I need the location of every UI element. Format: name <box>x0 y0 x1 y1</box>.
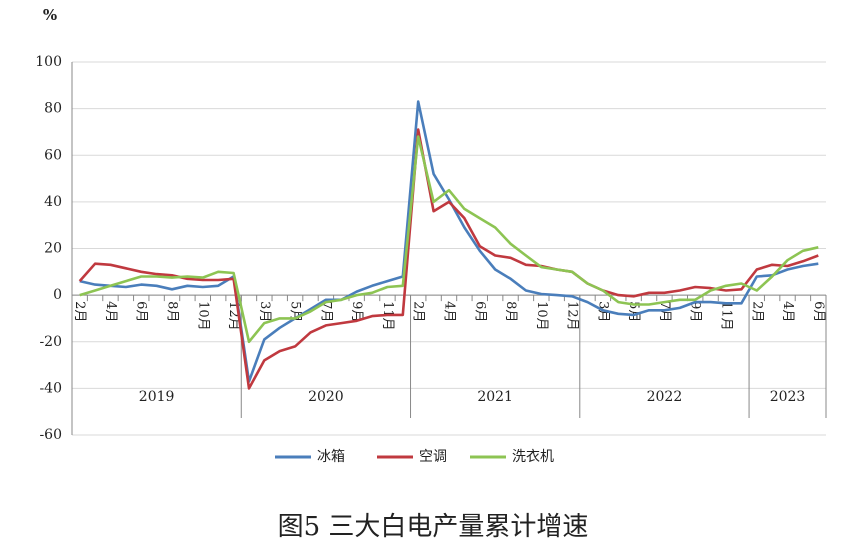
y-tick-label: 0 <box>53 287 62 303</box>
group-label: 2020 <box>308 389 344 405</box>
x-tick-label: 3月 <box>595 301 610 322</box>
y-tick-label: -20 <box>39 334 62 350</box>
x-tick-label: 6月 <box>472 301 487 322</box>
legend-label: 冰箱 <box>317 449 345 465</box>
x-tick-label: 2月 <box>72 301 87 322</box>
x-tick-label: 10月 <box>195 301 210 331</box>
y-tick-label: 40 <box>44 194 62 210</box>
group-label: 2021 <box>477 389 513 405</box>
x-tick-label: 7月 <box>318 301 333 322</box>
x-tick-label: 6月 <box>134 301 149 322</box>
x-tick-label: 2月 <box>749 301 764 322</box>
y-unit: % <box>43 6 57 24</box>
x-tick-label: 8月 <box>165 301 180 322</box>
x-tick-label: 4月 <box>442 301 457 322</box>
line-series <box>78 128 819 390</box>
x-tick-label: 4月 <box>780 301 795 322</box>
x-tick-label: 4月 <box>103 301 118 322</box>
x-tick-label: 5月 <box>626 301 641 322</box>
y-tick-label: -40 <box>39 380 62 396</box>
y-tick-label: 60 <box>44 147 62 163</box>
x-tick-label: 6月 <box>811 301 826 322</box>
chart-title: 图5 三大白电产量累计增速 <box>278 512 589 542</box>
line-series <box>79 135 819 344</box>
x-tick-label: 11月 <box>718 301 733 331</box>
x-tick-label: 8月 <box>503 301 518 322</box>
group-label: 2023 <box>770 389 806 405</box>
x-tick-label: 12月 <box>565 301 580 331</box>
x-tick-label: 9月 <box>349 301 364 322</box>
y-tick-label: -60 <box>39 427 62 443</box>
y-tick-label: 100 <box>35 54 62 70</box>
y-tick-label: 20 <box>44 241 62 257</box>
group-label: 2019 <box>139 389 175 405</box>
x-tick-label: 7月 <box>657 301 672 322</box>
x-tick-label: 3月 <box>257 301 272 322</box>
group-label: 2022 <box>647 389 683 405</box>
x-tick-label: 10月 <box>534 301 549 331</box>
x-tick-label: 9月 <box>688 301 703 322</box>
legend-label: 空调 <box>419 449 447 465</box>
y-tick-label: 80 <box>44 101 62 117</box>
legend-label: 洗衣机 <box>512 449 554 465</box>
x-tick-label: 2月 <box>411 301 426 322</box>
line-series <box>79 100 819 383</box>
